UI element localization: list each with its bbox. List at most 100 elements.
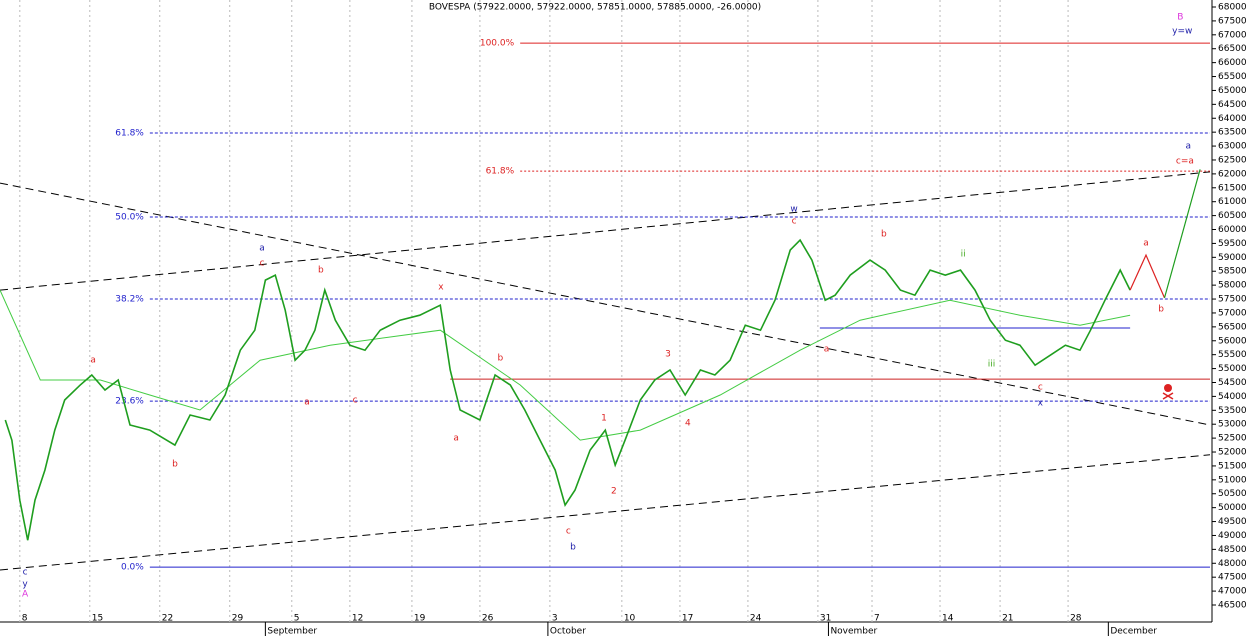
- wave-label: b: [172, 459, 178, 469]
- x-tick-label: 12: [352, 614, 363, 624]
- wave-label: x: [1038, 399, 1044, 409]
- wave-label: ii: [961, 249, 966, 259]
- y-tick-label: 46500: [1218, 601, 1247, 611]
- wave-label: c: [353, 396, 358, 406]
- x-tick-label: 17: [682, 614, 693, 624]
- y-tick-label: 53500: [1218, 406, 1247, 416]
- x-tick-label: 31: [820, 614, 831, 624]
- wave-label: c: [566, 527, 571, 537]
- wave-label: B: [1177, 13, 1183, 23]
- y-tick-label: 56000: [1218, 336, 1247, 346]
- price-line: [4, 238, 1131, 541]
- fib-label: 50.0%: [115, 212, 144, 222]
- x-tick-label: 28: [1070, 614, 1082, 624]
- y-tick-label: 48500: [1218, 545, 1247, 555]
- y-tick-label: 66000: [1218, 58, 1247, 68]
- wave-label: b: [318, 266, 324, 276]
- y-tick-label: 64000: [1218, 114, 1247, 124]
- y-tick-label: 61500: [1218, 183, 1247, 193]
- wave-label: A: [22, 590, 29, 600]
- y-tick-label: 67500: [1218, 16, 1247, 26]
- wave-label: c=a: [1176, 157, 1194, 167]
- x-tick-label: 7: [874, 614, 880, 624]
- wave-label: b: [881, 229, 887, 239]
- x-tick-label: 5: [294, 614, 300, 624]
- y-tick-label: 51000: [1218, 475, 1247, 485]
- y-tick-label: 65000: [1218, 86, 1247, 96]
- wave-label: b: [570, 543, 576, 553]
- y-tick-label: 58000: [1218, 281, 1247, 291]
- wave-label: b: [498, 354, 504, 364]
- wave-label: c: [260, 259, 265, 269]
- x-tick-label: 3: [552, 614, 558, 624]
- x-tick-label: 10: [624, 614, 636, 624]
- wave-label: a: [1185, 142, 1191, 152]
- fib-label: 38.2%: [115, 295, 144, 305]
- projection: [1129, 253, 1166, 299]
- y-tick-label: 51500: [1218, 461, 1247, 471]
- wave-label: c: [792, 217, 797, 227]
- y-tick-label: 68000: [1218, 3, 1247, 13]
- fib-label: 100.0%: [480, 39, 515, 49]
- chart-title: BOVESPA (57922.0000, 57922.0000, 57851.0…: [429, 3, 761, 13]
- x-tick-label: 8: [22, 614, 28, 624]
- month-label: October: [550, 627, 586, 636]
- wave-label: y: [22, 580, 28, 590]
- wave-label: c: [23, 568, 28, 578]
- wave-label: a: [453, 434, 459, 444]
- wave-label: a: [824, 345, 830, 355]
- wave-label: c: [1038, 383, 1043, 393]
- wave-label: a: [304, 397, 310, 407]
- fib-label: 23.6%: [115, 397, 144, 407]
- wave-label: w: [790, 204, 797, 214]
- y-tick-label: 62000: [1218, 169, 1247, 179]
- wave-label: a: [1143, 239, 1149, 249]
- y-tick-label: 47500: [1218, 573, 1247, 583]
- y-tick-label: 50000: [1218, 503, 1247, 513]
- x-tick-label: 24: [750, 614, 762, 624]
- y-tick-label: 63500: [1218, 128, 1247, 138]
- trendline: [0, 454, 1211, 571]
- y-tick-label: 54000: [1218, 392, 1247, 402]
- y-tick-label: 57000: [1218, 308, 1247, 318]
- skull-icon: [1162, 384, 1174, 400]
- y-tick-label: 52000: [1218, 448, 1247, 458]
- y-tick-label: 62500: [1218, 155, 1247, 165]
- y-tick-label: 67000: [1218, 30, 1247, 40]
- x-tick-label: 15: [92, 614, 103, 624]
- wave-label: iii: [988, 360, 996, 370]
- y-tick-label: 60000: [1218, 225, 1247, 235]
- y-tick-label: 65500: [1218, 72, 1247, 82]
- x-tick-label: 21: [1002, 614, 1013, 624]
- month-label: September: [267, 627, 317, 636]
- y-tick-label: 64500: [1218, 100, 1247, 110]
- y-tick-label: 49500: [1218, 517, 1247, 527]
- wave-label: b: [1158, 305, 1164, 315]
- x-tick-label: 29: [232, 614, 244, 624]
- y-tick-label: 58500: [1218, 267, 1247, 277]
- y-tick-label: 55500: [1218, 350, 1247, 360]
- fib-label: 0.0%: [121, 563, 144, 573]
- month-label: November: [830, 627, 877, 636]
- y-tick-label: 52500: [1218, 434, 1247, 444]
- y-tick-label: 66500: [1218, 44, 1247, 54]
- x-tick-label: 14: [942, 614, 954, 624]
- x-tick-label: 19: [414, 614, 426, 624]
- x-tick-label: 22: [162, 614, 173, 624]
- trendline: [0, 182, 1211, 426]
- y-tick-label: 50500: [1218, 489, 1247, 499]
- x-tick-label: 26: [482, 614, 494, 624]
- y-tick-label: 60500: [1218, 211, 1247, 221]
- wave-label: 1: [601, 414, 607, 424]
- y-tick-label: 63000: [1218, 142, 1247, 152]
- wave-label: a: [259, 244, 265, 254]
- wave-label: x: [438, 283, 444, 293]
- y-tick-label: 54500: [1218, 378, 1247, 388]
- y-tick-label: 59500: [1218, 239, 1247, 249]
- fib-label: 61.8%: [486, 167, 515, 177]
- y-tick-label: 61000: [1218, 197, 1247, 207]
- trendline: [0, 171, 1211, 291]
- fib-label: 61.8%: [115, 128, 144, 138]
